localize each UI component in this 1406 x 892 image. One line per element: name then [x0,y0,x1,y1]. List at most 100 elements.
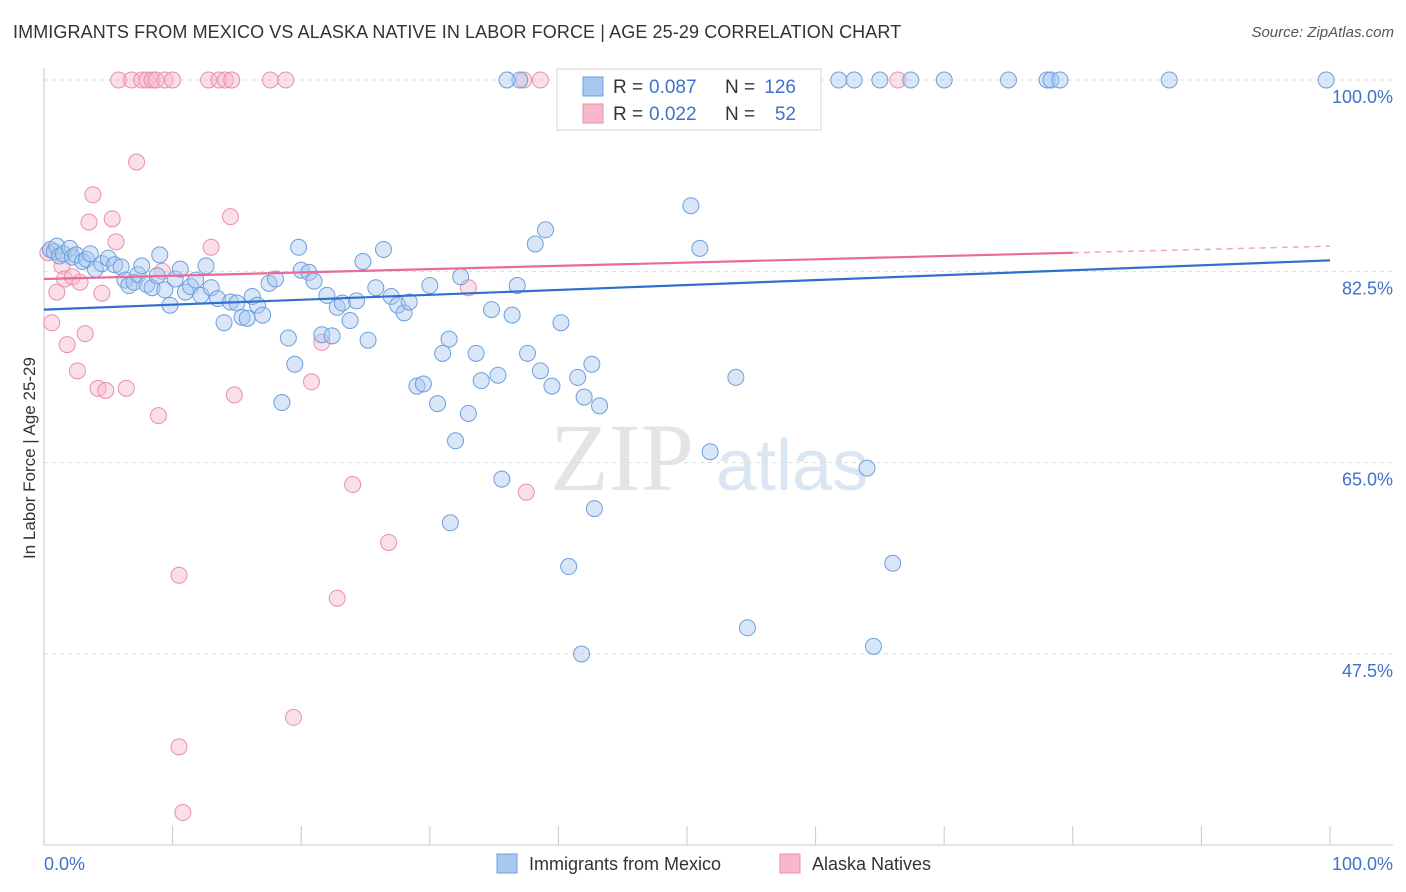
mexico-point-113 [902,71,920,89]
mexico-point-80 [489,366,507,384]
mexico-point-87 [537,221,555,239]
alaska-point-48 [517,483,535,501]
mexico-point-47 [279,329,297,347]
mexico-point-15 [112,258,130,276]
stats-r-value-pink: 0.022 [649,104,697,125]
legend-label-alaska: Alaska Natives [812,854,931,874]
mexico-point-110 [864,637,882,655]
alaska-point-14 [97,382,115,400]
alaska-point-38 [223,71,241,89]
mexico-point-117 [1042,71,1060,89]
mexico-point-107 [830,71,848,89]
mexico-point-94 [583,355,601,373]
x-tick-label-max: 100.0% [1332,854,1393,874]
alaska-point-5 [58,336,76,354]
mexico-point-40 [238,309,256,327]
alaska-point-42 [302,373,320,391]
mexico-point-24 [151,246,169,264]
mexico-point-49 [290,238,308,256]
mexico-point-96 [591,397,609,415]
mexico-point-52 [305,272,323,290]
mexico-point-112 [884,554,902,572]
mexico-point-18 [125,273,143,291]
alaska-point-28 [164,71,182,89]
x-ticks [172,826,1331,845]
mexico-point-122 [511,71,529,89]
alaska-point-22 [138,71,156,89]
mexico-point-75 [452,268,470,286]
mexico-point-28 [171,260,189,278]
alaska-point-9 [76,325,94,343]
alaska-point-31 [174,804,192,822]
alaska-point-1 [43,314,61,332]
stats-legend-swatch-pink [582,103,604,124]
alaska-point-44 [328,589,346,607]
stats-n-label-pink: N = [725,104,755,125]
mexico-point-92 [573,645,591,663]
alaska-point-11 [84,186,102,204]
mexico-point-78 [472,372,490,390]
mexico-point-61 [359,331,377,349]
alaska-point-46 [380,533,398,551]
mexico-point-33 [197,257,215,275]
mexico-point-88 [543,377,561,395]
alaska-point-21 [133,71,151,89]
alaska-point-23 [143,71,161,89]
mexico-point-123 [498,71,516,89]
mexico-point-48 [286,355,304,373]
y-tick-label-1: 82.5% [1342,278,1393,298]
mexico-point-105 [727,368,745,386]
stats-n-label-blue: N = [725,77,755,98]
mexico-point-115 [1000,71,1017,89]
alaska-point-45 [344,476,362,494]
mexico-point-10 [81,245,99,263]
mexico-point-111 [871,71,889,89]
mexico-point-109 [858,459,876,477]
mexico-point-66 [395,304,413,322]
mexico-point-63 [375,240,393,258]
alaska-point-2 [48,283,66,301]
mexico-point-59 [347,292,365,310]
mexico-point-76 [459,404,477,422]
alaska-point-24 [147,71,165,89]
legend-swatch-mexico [496,853,518,874]
mexico-point-103 [691,239,709,257]
mexico-point-90 [560,558,578,576]
mexico-point-95 [585,500,603,518]
alaska-point-25 [149,407,167,425]
mexico-point-102 [682,197,700,215]
mexico-points [41,71,1335,663]
alaska-point-41 [284,708,302,726]
legend-label-mexico: Immigrants from Mexico [529,854,721,874]
stats-r-value-blue: 0.087 [649,77,697,98]
alaska-point-34 [210,71,228,89]
trend-line-blue [43,259,1331,311]
alaska-point-33 [202,238,220,256]
mexico-point-58 [341,312,359,330]
alaska-point-15 [103,210,121,228]
mexico-point-83 [508,277,526,295]
mexico-point-43 [254,306,272,324]
alaska-point-49 [515,71,533,89]
mexico-point-20 [133,257,151,275]
alaska-point-20 [128,153,146,171]
mexico-point-74 [447,432,465,450]
watermark: ZIP atlas [550,404,868,511]
mexico-point-91 [569,368,587,386]
mexico-point-108 [845,71,863,89]
alaska-point-19 [122,71,140,89]
mexico-point-120 [1317,71,1335,89]
x-tick-label-min: 0.0% [44,854,85,874]
mexico-point-72 [434,344,452,362]
stats-n-value-pink: 52 [775,104,796,125]
alaska-point-8 [71,273,89,291]
alaska-point-51 [889,71,907,89]
y-tick-label-0: 100.0% [1332,87,1393,107]
mexico-point-7 [67,246,85,264]
mexico-point-34 [202,279,220,297]
legend-swatch-alaska [779,853,801,874]
mexico-point-121 [441,514,459,532]
mexico-point-81 [493,470,511,488]
mexico-point-106 [738,619,756,637]
